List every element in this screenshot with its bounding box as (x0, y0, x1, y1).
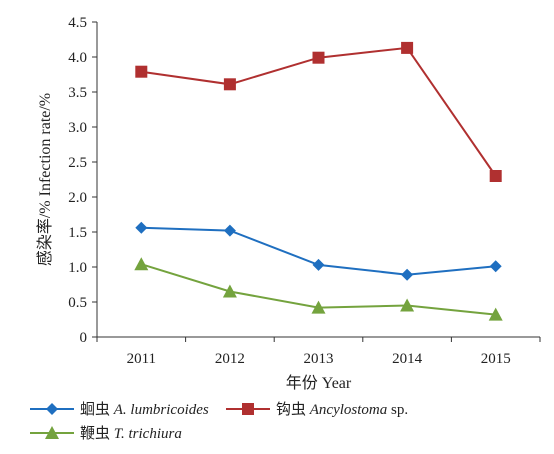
data-point (488, 307, 503, 321)
data-point (222, 284, 237, 298)
series-line (141, 46, 497, 177)
legend-swatch-triangle (30, 425, 74, 439)
data-point (489, 170, 502, 182)
y-tick-labels: 0 0.5 1.0 1.5 2.0 2.5 3.0 3.5 4.0 4.5 (68, 15, 87, 346)
legend-label-latin: Ancylostoma (309, 402, 388, 418)
x-tick-label: 2014 (392, 351, 423, 367)
data-point (223, 224, 236, 237)
data-point (135, 221, 148, 234)
y-tick-label: 3.0 (68, 120, 87, 136)
legend-item-ancylostoma: 钩虫 Ancylostoma sp. (226, 398, 408, 419)
legend-item-a-lumbricoides: 蛔虫 A. lumbricoides (30, 398, 209, 419)
legend-swatch-square (226, 402, 270, 415)
y-tick-label: 0.5 (68, 295, 87, 311)
data-point (400, 298, 415, 312)
series-a-lumbricoides (135, 221, 502, 281)
legend-label-cn: 钩虫 (276, 402, 307, 418)
data-point (312, 51, 325, 64)
series-ancylostoma (135, 41, 502, 182)
y-tick-label: 1.5 (68, 225, 87, 241)
legend-swatch-diamond (30, 402, 74, 415)
data-point (135, 65, 148, 78)
x-tick-label: 2012 (215, 351, 245, 367)
x-tick-label: 2013 (304, 351, 334, 367)
legend-label-suffix: sp. (387, 402, 409, 418)
data-point (312, 258, 325, 271)
data-point (489, 260, 502, 273)
data-point (401, 268, 414, 281)
y-tick-label: 0 (80, 330, 88, 346)
y-axis-title: 感染率/% Infection rate/% (36, 93, 54, 266)
data-point (311, 300, 326, 314)
data-point (134, 257, 149, 271)
y-tick-label: 2.5 (68, 155, 87, 171)
x-axis-title: 年份 Year (286, 374, 352, 392)
y-tick-label: 3.5 (68, 85, 87, 101)
y-tick-label: 4.5 (68, 15, 87, 31)
x-tick-label: 2011 (127, 351, 156, 367)
x-tick-labels: 2011 2012 2013 2014 2015 (127, 351, 511, 367)
data-point (223, 78, 236, 91)
axes (92, 21, 541, 342)
legend-label-cn: 鞭虫 (80, 426, 111, 442)
x-tick-label: 2015 (481, 351, 511, 367)
data-point (401, 41, 414, 54)
y-tick-label: 4.0 (68, 50, 87, 66)
y-tick-label: 1.0 (68, 260, 87, 276)
series-t-trichiura (134, 257, 503, 321)
legend-item-t-trichiura: 鞭虫 T. trichiura (30, 422, 182, 443)
legend-label-latin: A. lumbricoides (113, 402, 209, 418)
legend-label-latin: T. trichiura (113, 426, 182, 442)
series-group (134, 41, 503, 321)
legend-label-cn: 蛔虫 (80, 402, 111, 418)
y-tick-label: 2.0 (68, 190, 87, 206)
